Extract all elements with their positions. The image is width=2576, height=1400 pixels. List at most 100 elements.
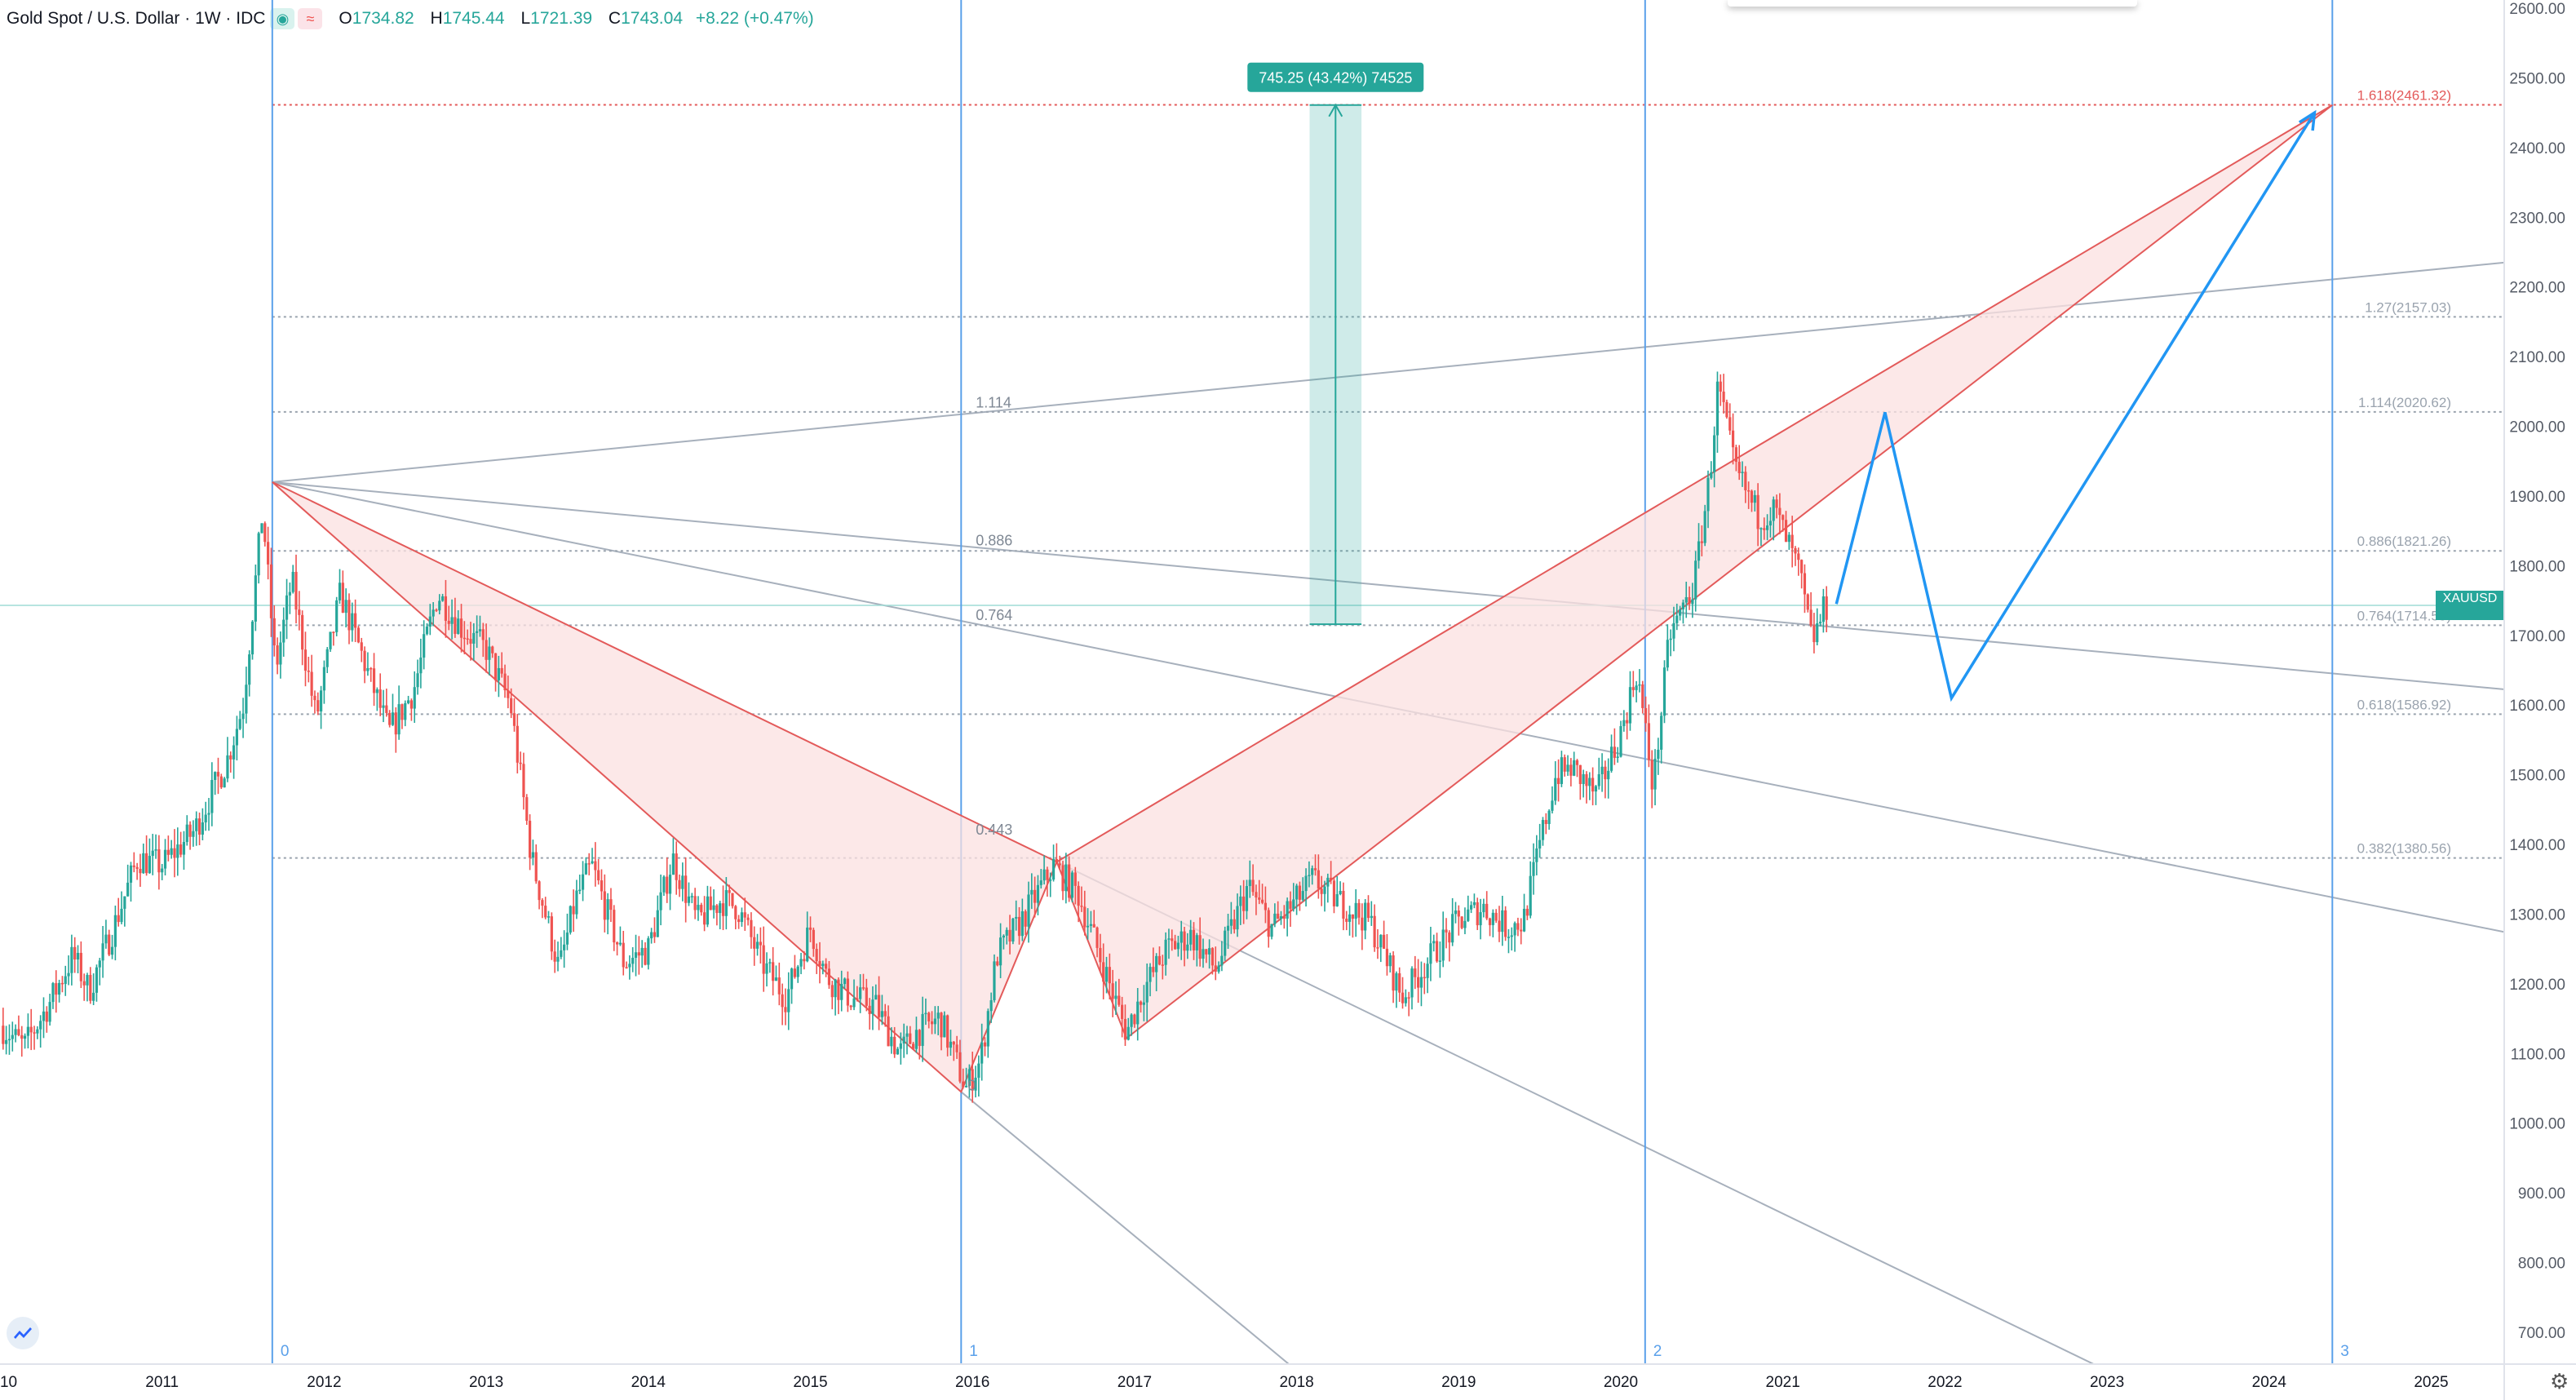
- close-value: 1743.04: [621, 9, 684, 28]
- pattern-ratio-label: 0.764: [976, 607, 1012, 623]
- candle-body: [476, 631, 479, 633]
- candle-body: [447, 620, 450, 624]
- candle-body: [1164, 939, 1167, 965]
- candle-body: [1812, 625, 1816, 643]
- candle-body: [1258, 897, 1261, 900]
- candle-body: [419, 657, 423, 674]
- candle-body: [830, 985, 834, 998]
- candle-body: [914, 1030, 918, 1049]
- candle-body: [544, 906, 547, 918]
- candle-body: [1647, 723, 1650, 760]
- candle-body: [1700, 541, 1703, 543]
- candle-body: [1547, 810, 1551, 825]
- pattern-ratio-label: 0: [967, 1078, 976, 1094]
- candle-body: [413, 687, 416, 709]
- candle-body: [1366, 902, 1370, 919]
- candle-body: [1039, 880, 1042, 885]
- candle-body: [497, 667, 500, 680]
- candle-body: [267, 542, 270, 565]
- candle-body: [1800, 560, 1804, 574]
- candle-body: [1036, 884, 1040, 903]
- candle-body: [852, 998, 856, 1008]
- candle-body: [949, 1041, 953, 1048]
- candle-body: [784, 1007, 787, 1012]
- dot-circle-icon[interactable]: ◉: [270, 8, 295, 29]
- candle-body: [478, 629, 482, 631]
- candle-body: [1803, 573, 1807, 595]
- candle-body: [989, 1000, 993, 1012]
- x-tick-label: 2021: [1766, 1374, 1800, 1391]
- candle-body: [406, 700, 410, 703]
- candle-body: [1501, 910, 1504, 933]
- candle-body: [774, 977, 778, 981]
- x-tick-label: 2013: [469, 1374, 503, 1391]
- candle-body: [1734, 447, 1737, 463]
- candle-body: [1445, 929, 1448, 933]
- candle-body: [715, 905, 719, 914]
- candle-body: [425, 627, 429, 635]
- candle-body: [248, 654, 251, 685]
- high-label: H: [430, 9, 443, 28]
- candle-body: [1186, 944, 1189, 951]
- x-tick-label: 2010: [0, 1374, 17, 1391]
- candle-body: [1370, 915, 1373, 919]
- candle-body: [1083, 906, 1087, 928]
- candle-body: [86, 974, 89, 986]
- candle-body: [1295, 885, 1299, 900]
- gear-icon[interactable]: ⚙: [2550, 1369, 2569, 1393]
- x-tick-label: 2019: [1441, 1374, 1476, 1391]
- candle-body: [1345, 919, 1348, 922]
- candle-body: [768, 962, 772, 964]
- y-tick-label: 900.00: [2518, 1185, 2565, 1203]
- x-tick-label: 2017: [1118, 1374, 1152, 1391]
- candle-body: [1472, 902, 1476, 906]
- candle-body: [1756, 494, 1759, 529]
- candle-body: [659, 892, 662, 910]
- candle-body: [1457, 910, 1460, 917]
- candle-body: [1741, 472, 1744, 473]
- candle-body: [1121, 1004, 1124, 1019]
- candle-body: [964, 1085, 968, 1088]
- candle-body: [653, 932, 657, 937]
- candle-body: [1236, 906, 1239, 930]
- candle-body: [14, 1029, 17, 1035]
- candle-body: [126, 882, 130, 897]
- y-tick-label: 2200.00: [2509, 280, 2565, 297]
- candle-body: [325, 649, 329, 667]
- tradingview-logo-icon[interactable]: [7, 1317, 39, 1349]
- symbol-title[interactable]: Gold Spot / U.S. Dollar · 1W · IDC: [7, 9, 266, 28]
- candle-body: [728, 890, 731, 893]
- candle-body: [615, 942, 619, 945]
- candle-body: [1638, 684, 1641, 686]
- wave-icon[interactable]: ≈: [298, 8, 323, 29]
- x-tick-label: 2022: [1928, 1374, 1962, 1391]
- candle-body: [1024, 911, 1027, 927]
- x-tick-label: 2024: [2252, 1374, 2287, 1391]
- projection-arrow-head: [2298, 109, 2317, 131]
- candle-body: [967, 1069, 971, 1086]
- candle-body: [179, 844, 183, 855]
- y-tick-label: 800.00: [2518, 1256, 2565, 1273]
- candle-body: [1451, 914, 1454, 943]
- candle-body: [565, 933, 569, 945]
- candle-body: [1058, 863, 1061, 866]
- candle-body: [1330, 877, 1333, 881]
- candle-body: [29, 1026, 33, 1033]
- candle-body: [1111, 983, 1114, 999]
- candle-body: [48, 1002, 51, 1022]
- candle-body: [706, 896, 710, 925]
- candle-body: [1657, 749, 1660, 760]
- candle-body: [435, 609, 438, 611]
- pattern-ratio-label: 0.443: [976, 822, 1012, 838]
- candle-body: [1417, 977, 1420, 988]
- time-cycle-label: 0: [281, 1343, 290, 1360]
- candle-body: [269, 564, 273, 618]
- candle-body: [1326, 877, 1330, 887]
- candle-body: [397, 704, 401, 735]
- candle-body: [401, 704, 404, 720]
- candle-body: [1797, 553, 1800, 560]
- candle-body: [1494, 912, 1498, 921]
- candle-body: [859, 987, 862, 999]
- candle-body: [1438, 960, 1441, 962]
